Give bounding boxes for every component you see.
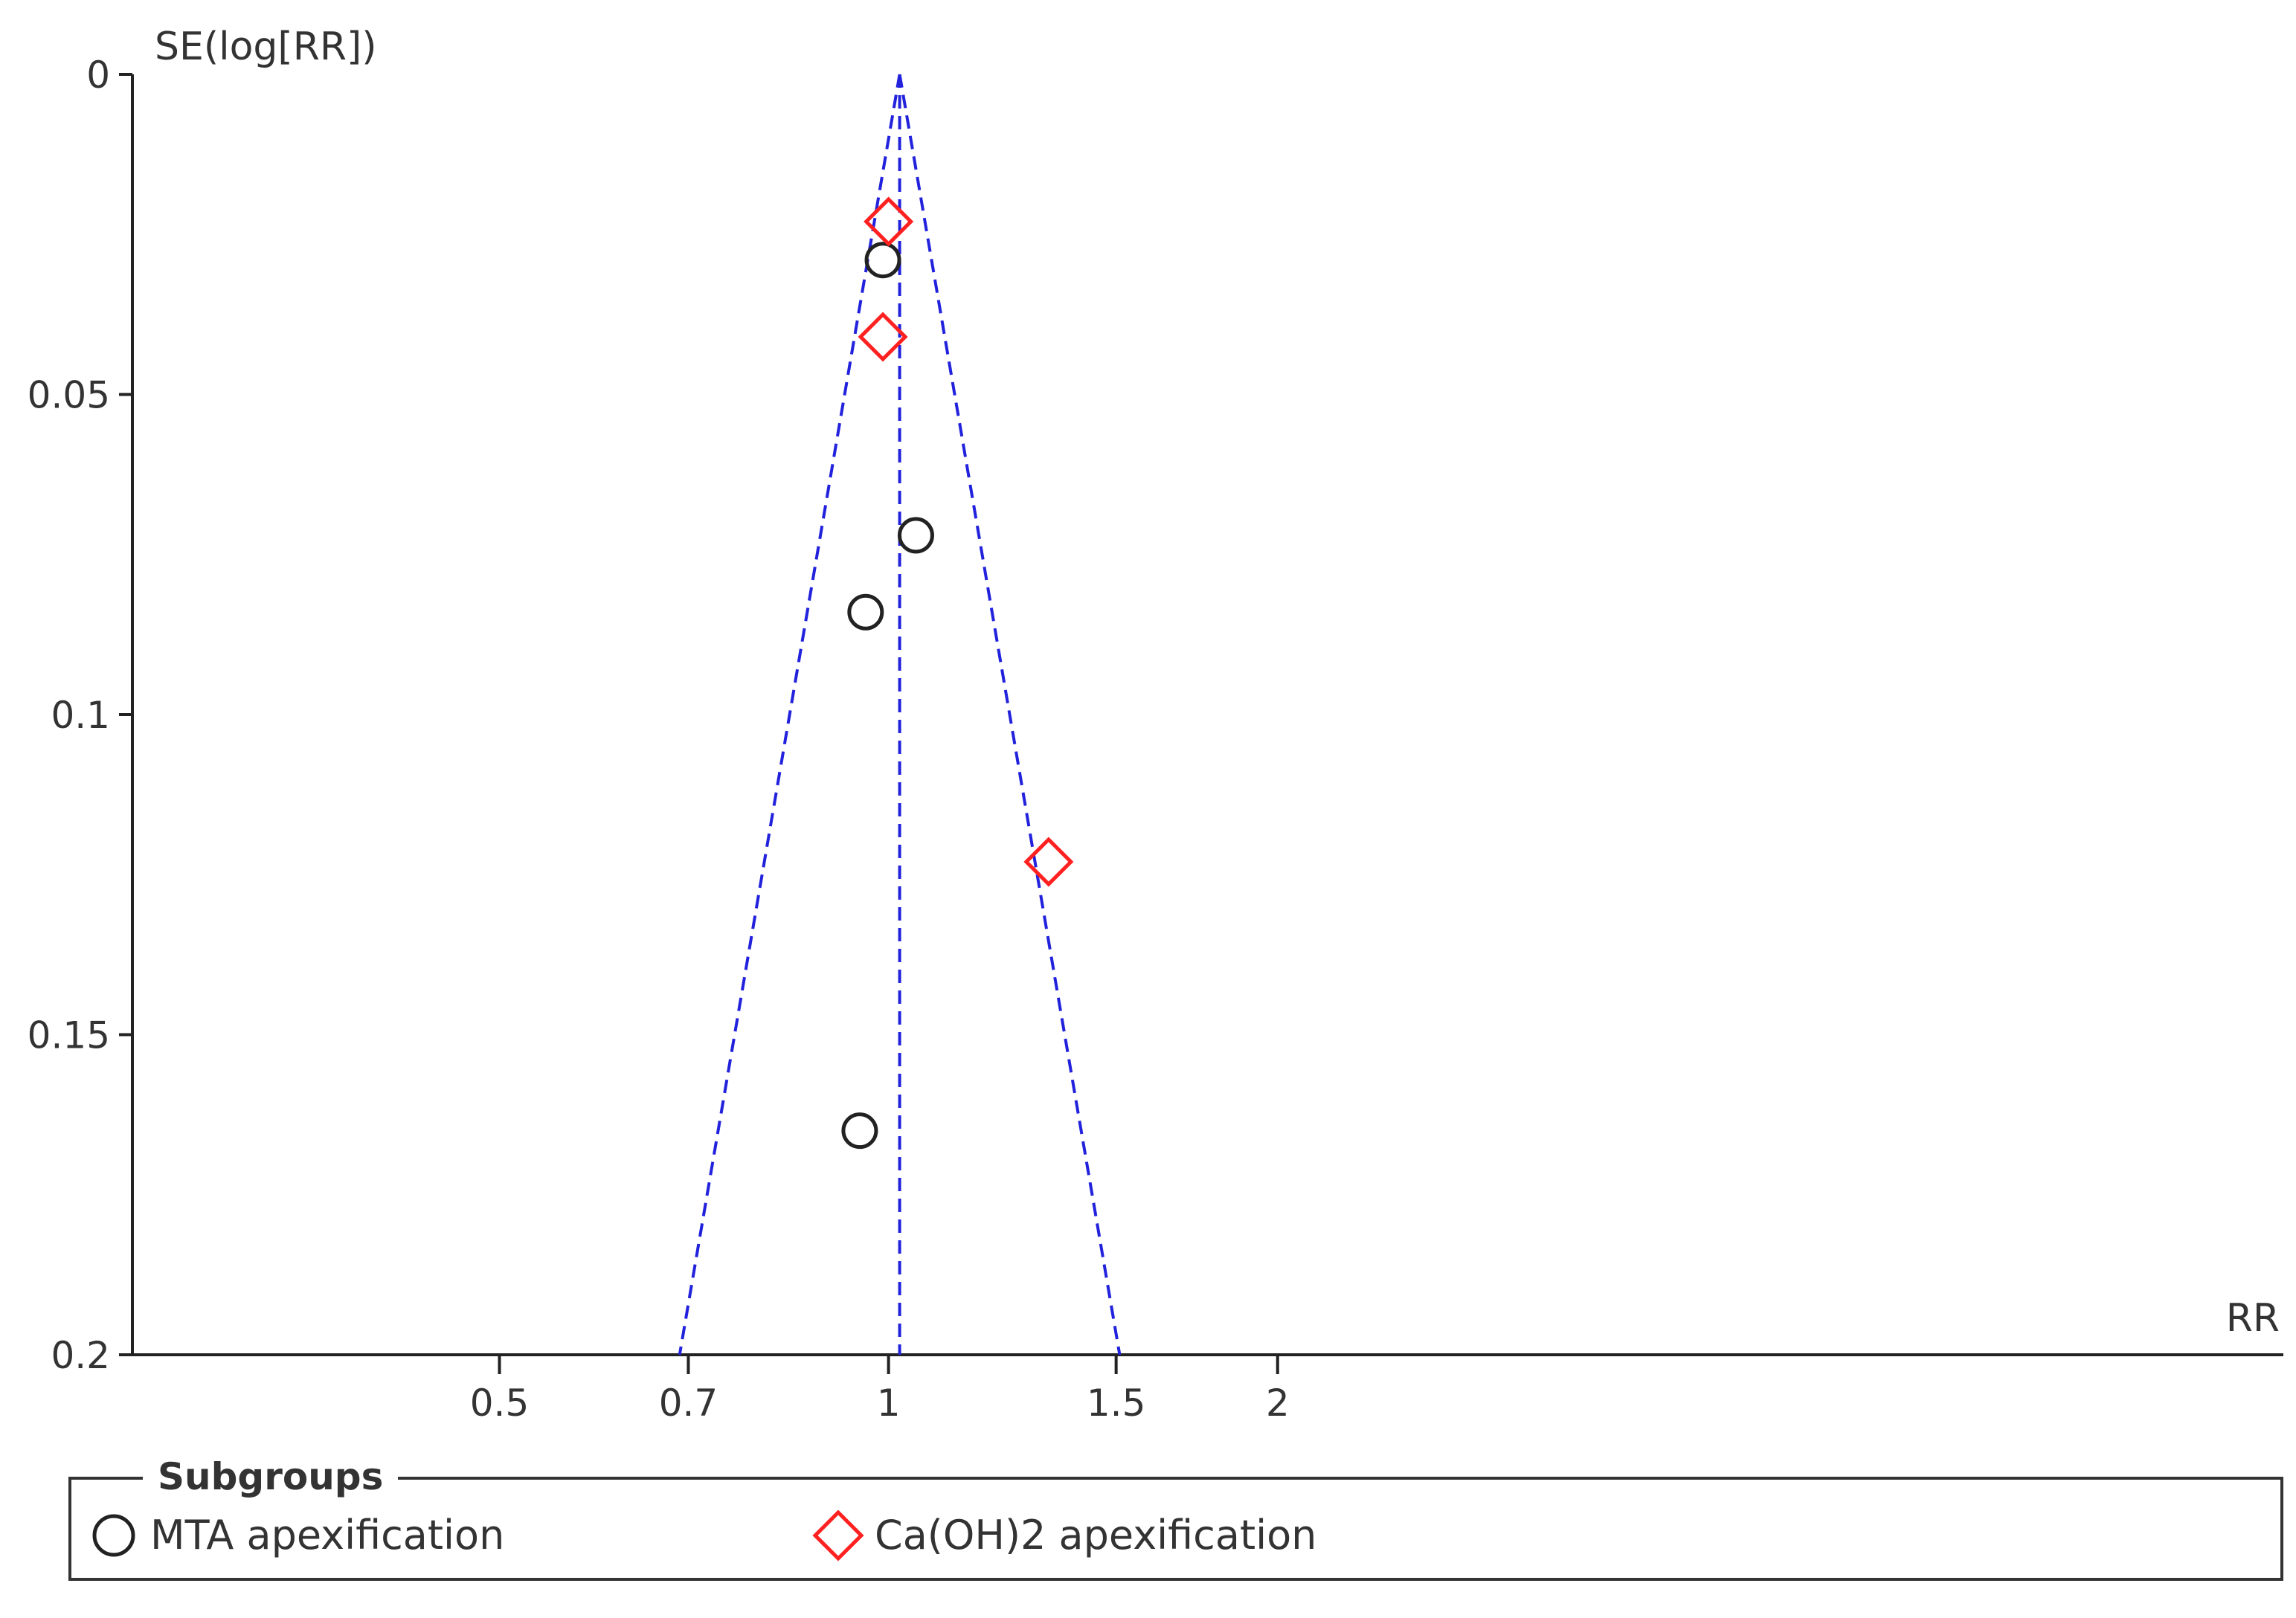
circle-marker-icon xyxy=(92,1514,135,1557)
y-tick-label: 0 xyxy=(86,54,110,97)
x-axis-title: RR xyxy=(2226,1296,2280,1341)
caoh2-data-point xyxy=(1023,837,1074,887)
legend-label-mta: MTA apexification xyxy=(150,1512,505,1559)
mta-data-point xyxy=(897,517,934,554)
data-points xyxy=(841,196,1074,1150)
mta-data-point xyxy=(841,1112,878,1150)
diamond-marker-icon xyxy=(812,1509,864,1561)
mta-data-point xyxy=(847,593,884,631)
y-tick-label: 0.2 xyxy=(51,1334,110,1377)
legend-item-caoh2: Ca(OH)2 apexification xyxy=(812,1509,1316,1561)
funnel-lower-limit-line xyxy=(678,74,901,1356)
funnel-lines xyxy=(678,74,1122,1356)
caoh2-data-point xyxy=(864,196,914,247)
legend-label-caoh2: Ca(OH)2 apexification xyxy=(875,1512,1317,1559)
legend-item-mta: MTA apexification xyxy=(88,1509,504,1561)
y-axis-title: SE(log[RR]) xyxy=(155,25,377,69)
legend xyxy=(68,1477,2283,1581)
x-tick-label: 0.7 xyxy=(659,1382,718,1425)
caoh2-data-point xyxy=(858,312,908,362)
funnel-upper-limit-line xyxy=(898,74,1122,1356)
x-tick-label: 1.5 xyxy=(1087,1382,1146,1425)
x-tick-label: 2 xyxy=(1266,1382,1290,1425)
y-tick-label: 0.05 xyxy=(28,374,110,417)
y-tick-label: 0.1 xyxy=(51,694,110,737)
legend-title: Subgroups xyxy=(143,1454,399,1499)
axes: 0 0.05 0.1 0.15 0.2 0.5 0.7 1 1.5 2 xyxy=(28,54,2283,1425)
x-tick-label: 0.5 xyxy=(470,1382,530,1425)
mta-data-point xyxy=(864,242,901,279)
y-tick-label: 0.15 xyxy=(28,1014,110,1057)
x-tick-label: 1 xyxy=(877,1382,901,1425)
